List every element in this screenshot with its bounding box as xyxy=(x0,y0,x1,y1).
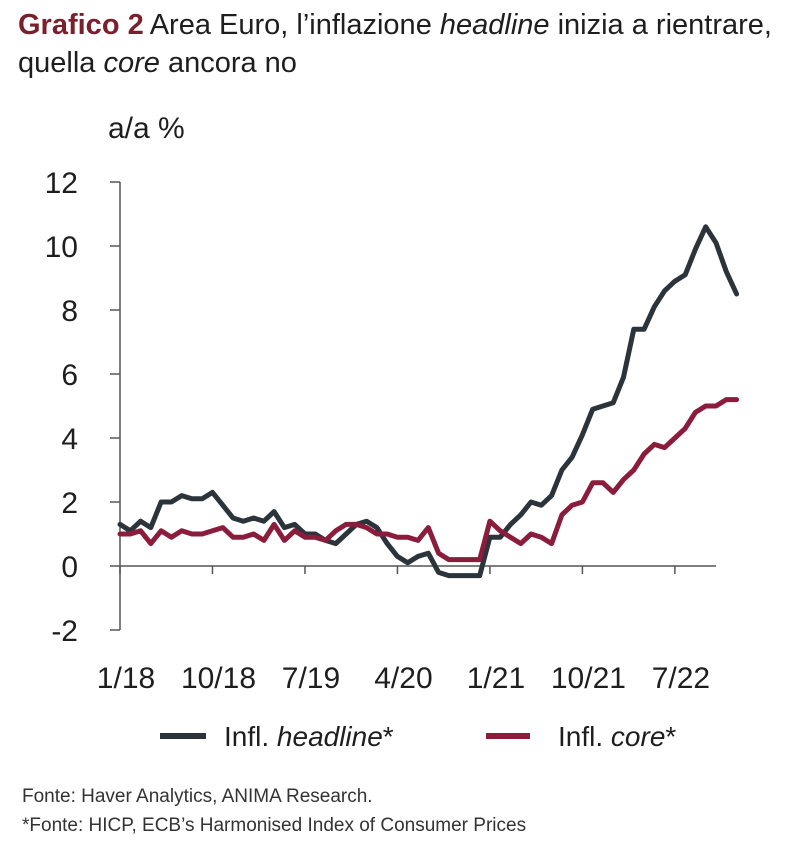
legend: Infl. headline* Infl. core* xyxy=(160,721,676,752)
y-tick-label: 6 xyxy=(61,359,78,392)
y-tick-label: 10 xyxy=(45,231,78,264)
legend-label-headline: Infl. headline* xyxy=(224,721,394,752)
y-axis-label: a/a % xyxy=(108,112,185,145)
chart-title-lead: Grafico 2 xyxy=(18,9,144,41)
chart-title-text-b: inizia a rientrare, quella xyxy=(18,9,772,79)
series-line-core xyxy=(117,397,740,563)
y-tick-label: 4 xyxy=(61,423,78,456)
y-tick-label: 8 xyxy=(61,295,78,328)
x-tick-label: 1/18 xyxy=(97,662,155,695)
y-tick-label: 12 xyxy=(45,167,78,200)
chart-series xyxy=(117,224,740,579)
x-tick-label: 10/21 xyxy=(551,662,626,695)
chart-title-text-a: Area Euro, l’inflazione xyxy=(149,9,440,41)
x-tick-label: 7/19 xyxy=(282,662,340,695)
series-line-headline xyxy=(117,224,740,579)
footnote: *Fonte: HICP, ECB’s Harmonised Index of … xyxy=(22,815,527,836)
y-tick-label: 2 xyxy=(61,487,78,520)
x-tick-label: 4/20 xyxy=(374,662,432,695)
y-tick-label: 0 xyxy=(61,551,78,584)
y-tick-label: -2 xyxy=(51,615,78,648)
x-tick-label: 7/22 xyxy=(652,662,710,695)
source-note: Fonte: Haver Analytics, ANIMA Research. xyxy=(22,786,373,807)
chart-title-emphasis-core: core xyxy=(103,47,160,79)
chart-title: Grafico 2 Area Euro, l’inflazione headlin… xyxy=(18,6,788,82)
chart-axes: 12 10 8 6 4 2 0 -2 1/18 10/18 7/19 4/20 1/21 10/21 7/2… xyxy=(45,167,716,695)
line-chart: a/a % 12 10 8 6 4 2 0 -2 1/18 10/18 7/19 4/20 1/21 10… xyxy=(45,112,740,752)
x-tick-label: 10/18 xyxy=(181,662,256,695)
x-tick-label: 1/21 xyxy=(467,662,525,695)
chart-title-emphasis-headline: headline xyxy=(439,9,550,41)
legend-label-core: Infl. core* xyxy=(558,721,676,752)
chart-title-text-c: ancora no xyxy=(159,47,297,79)
